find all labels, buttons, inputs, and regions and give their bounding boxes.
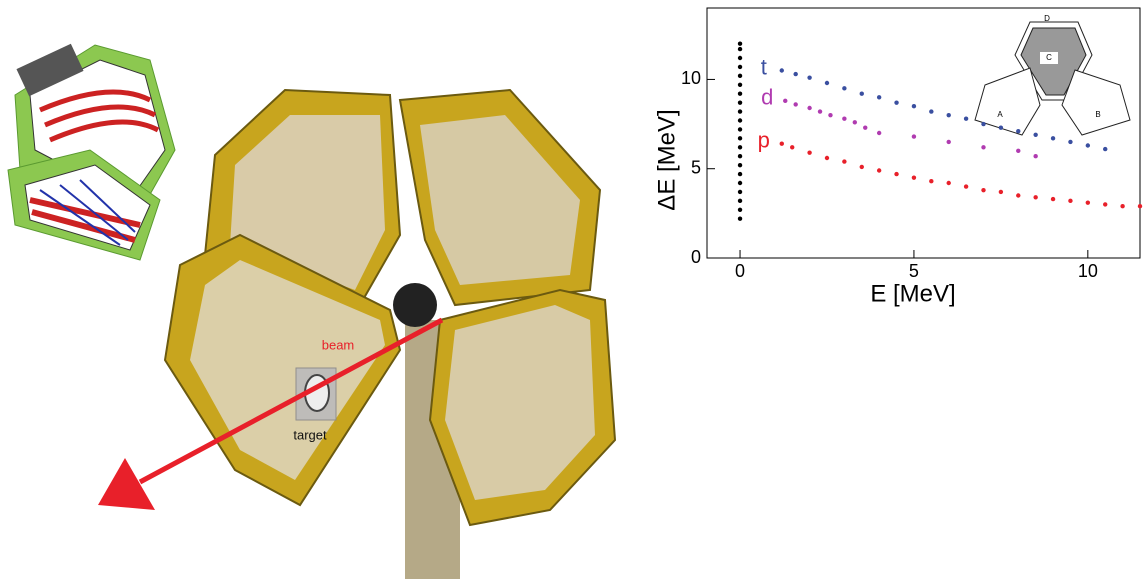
scatter-point (1103, 147, 1107, 151)
scatter-point (981, 122, 985, 126)
scatter-point (894, 100, 898, 104)
scatter-point (738, 92, 742, 96)
scatter-point (1033, 133, 1037, 137)
scatter-point (738, 217, 742, 221)
scatter-point (999, 190, 1003, 194)
scatter-point (790, 145, 794, 149)
scatter-point (1068, 199, 1072, 203)
scatter-point (738, 208, 742, 212)
scatter-point (1016, 193, 1020, 197)
scatter-point (860, 165, 864, 169)
scatter-point (912, 104, 916, 108)
scatter-point (738, 163, 742, 167)
scatter-point (1016, 129, 1020, 133)
scatter-point (825, 156, 829, 160)
scatter-point (738, 47, 742, 51)
scatter-point (842, 159, 846, 163)
x-tick-label: 5 (909, 261, 919, 281)
scatter-point (981, 145, 985, 149)
inset-label: B (1095, 110, 1100, 119)
scatter-point (863, 125, 867, 129)
scatter-point (999, 125, 1003, 129)
target-label: target (293, 427, 327, 442)
scatter-point (738, 199, 742, 203)
scatter-point (1086, 200, 1090, 204)
scatter-point (807, 150, 811, 154)
scatter-point (780, 68, 784, 72)
y-tick-label: 5 (691, 157, 701, 177)
scatter-point (877, 131, 881, 135)
scatter-point (793, 102, 797, 106)
scatter-point (738, 65, 742, 69)
figure: beam target C A B D E [MeV] ΔE [MeV] 0 5 1… (0, 0, 1147, 579)
scatter-point (780, 142, 784, 146)
scatter-point (738, 109, 742, 113)
scatter-point (877, 168, 881, 172)
detector-photo: beam target (98, 90, 615, 579)
y-tick-label: 0 (691, 247, 701, 267)
scatter-point (738, 56, 742, 60)
scatter-point (912, 134, 916, 138)
scatter-point (793, 72, 797, 76)
scatter-point (783, 99, 787, 103)
x-tick-label: 10 (1078, 261, 1098, 281)
scatter-point (947, 113, 951, 117)
scatter-point (738, 136, 742, 140)
scatter-point (1068, 140, 1072, 144)
scatter-point (738, 190, 742, 194)
scatter-point (1120, 204, 1124, 208)
inset-label: A (997, 110, 1003, 119)
scatter-point (1033, 154, 1037, 158)
scatter-point (964, 184, 968, 188)
x-tick-label: 0 (735, 261, 745, 281)
scatter-point (1016, 149, 1020, 153)
scatter-point (738, 100, 742, 104)
scatter-point (738, 172, 742, 176)
scatter-point (947, 181, 951, 185)
scatter-point (947, 140, 951, 144)
series-label: t (761, 54, 767, 79)
scatter-point (842, 86, 846, 90)
scatter-point (738, 181, 742, 185)
scatter-point (929, 179, 933, 183)
scatter-point (738, 83, 742, 87)
inset: C A B D (975, 14, 1130, 135)
inset-label: D (1044, 14, 1050, 23)
scatter-point (894, 172, 898, 176)
scatter-point (825, 81, 829, 85)
beam-label: beam (322, 337, 355, 352)
y-axis-label: ΔE [MeV] (653, 109, 680, 210)
y-tick-label: 10 (681, 68, 701, 88)
scatter-point (738, 127, 742, 131)
scatter-point (1103, 202, 1107, 206)
scatter-point (877, 95, 881, 99)
scatter-point (738, 118, 742, 122)
scatter-point (981, 188, 985, 192)
scatter-point (853, 120, 857, 124)
series-label: d (761, 85, 773, 110)
scatter-point (828, 113, 832, 117)
x-axis-label: E [MeV] (870, 280, 955, 307)
scatter-point (860, 92, 864, 96)
scatter-point (1051, 136, 1055, 140)
page: {"photo_labels": {"beam": "beam", "targe… (0, 0, 1147, 579)
scatter-point (807, 75, 811, 79)
scatter-point (964, 117, 968, 121)
series-label: p (758, 128, 770, 153)
scatter-point (1086, 143, 1090, 147)
inset-label: C (1046, 53, 1052, 62)
scatter-point (912, 175, 916, 179)
scatter-point (738, 42, 742, 46)
scatter-point (1138, 204, 1142, 208)
scatter-point (842, 117, 846, 121)
scatter-point (818, 109, 822, 113)
scatter-point (738, 154, 742, 158)
scatter-point (807, 106, 811, 110)
scatter-point (738, 74, 742, 78)
scatter-point (1051, 197, 1055, 201)
detector-sketch (8, 44, 175, 260)
scatter-point (929, 109, 933, 113)
scatter-point (1033, 195, 1037, 199)
scatter-point (738, 145, 742, 149)
